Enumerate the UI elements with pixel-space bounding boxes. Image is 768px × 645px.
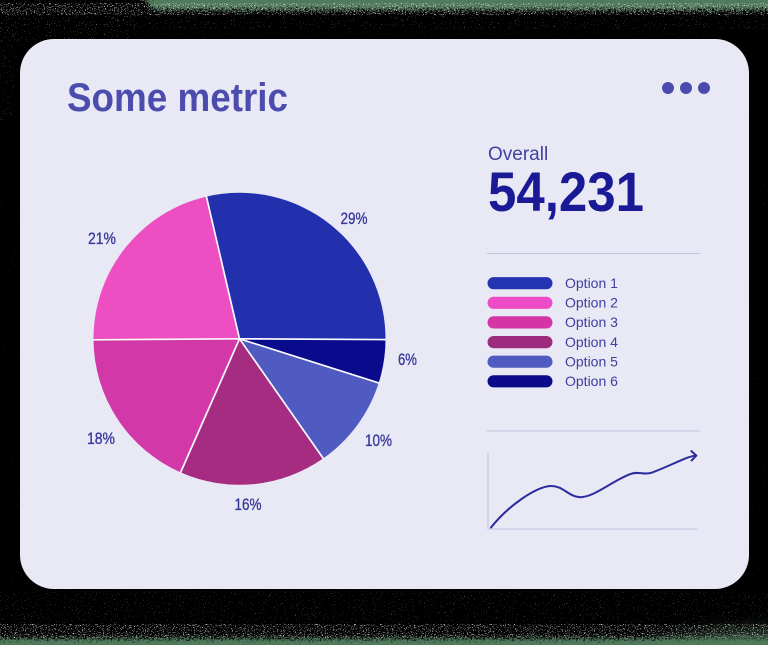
svg-text:Option 6: Option 6 <box>565 373 618 389</box>
svg-text:Option 2: Option 2 <box>565 295 618 311</box>
svg-text:Option 5: Option 5 <box>565 354 618 370</box>
svg-text:Overall: Overall <box>488 144 548 165</box>
svg-text:21%: 21% <box>88 229 116 248</box>
svg-text:Option 1: Option 1 <box>565 275 618 291</box>
svg-text:6%: 6% <box>398 350 417 369</box>
svg-text:Some metric: Some metric <box>67 76 288 120</box>
svg-text:29%: 29% <box>341 209 368 228</box>
svg-text:18%: 18% <box>87 429 115 448</box>
svg-text:10%: 10% <box>365 431 392 450</box>
svg-text:Option 3: Option 3 <box>565 314 618 330</box>
svg-text:16%: 16% <box>235 495 262 514</box>
svg-text:Option 4: Option 4 <box>565 334 618 350</box>
svg-text:54,231: 54,231 <box>488 161 644 223</box>
